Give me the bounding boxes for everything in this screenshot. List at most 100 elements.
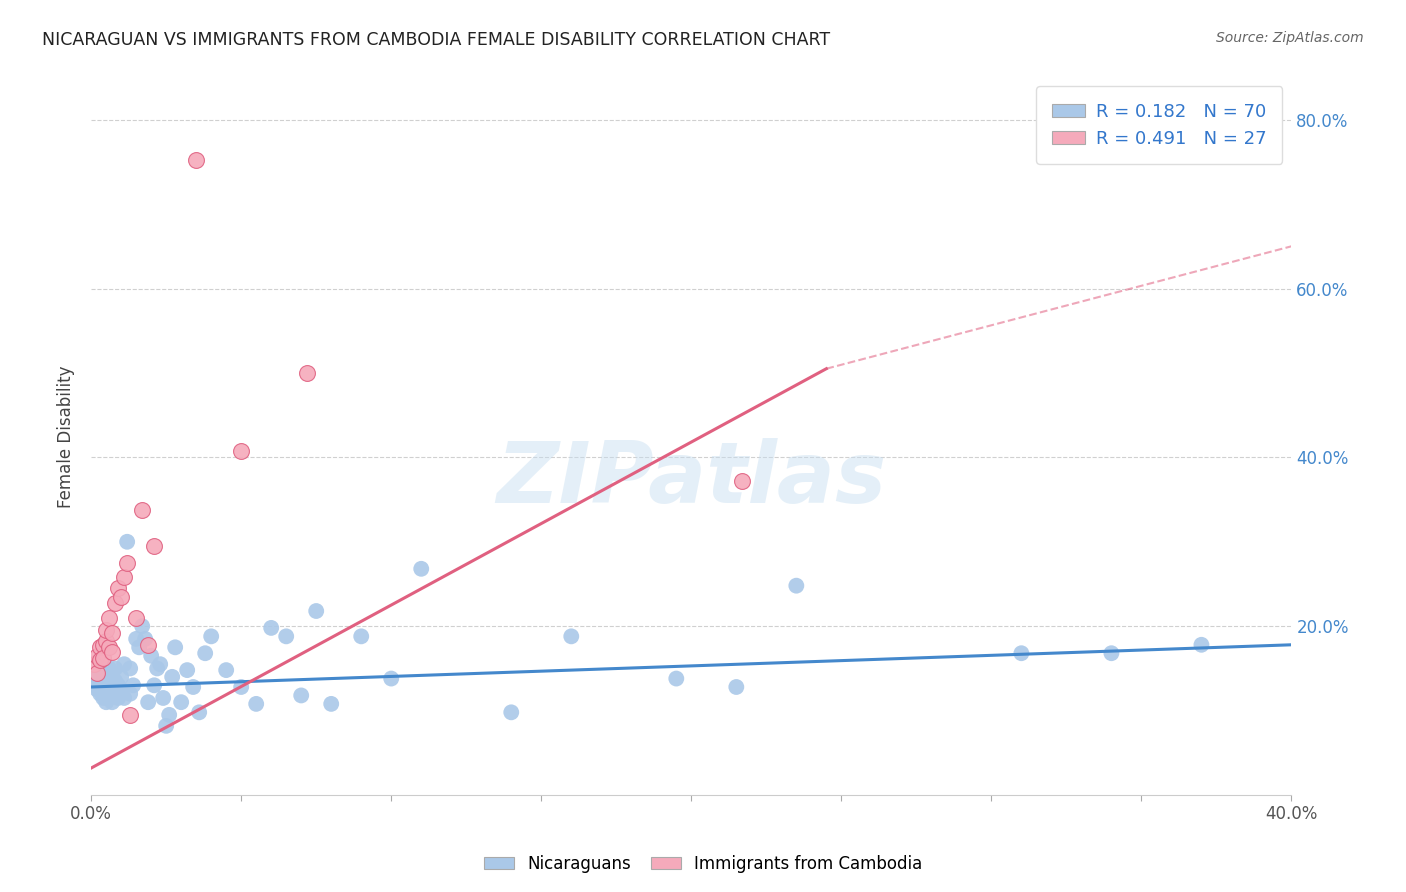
Point	[110, 682, 132, 697]
Point	[215, 663, 238, 677]
Text: NICARAGUAN VS IMMIGRANTS FROM CAMBODIA FEMALE DISABILITY CORRELATION CHART: NICARAGUAN VS IMMIGRANTS FROM CAMBODIA F…	[42, 31, 831, 49]
Legend: R = 0.182   N = 70, R = 0.491   N = 27: R = 0.182 N = 70, R = 0.491 N = 27	[1036, 87, 1282, 164]
Point	[143, 539, 166, 553]
Point	[131, 502, 153, 516]
Point	[112, 657, 135, 672]
Point	[89, 674, 111, 689]
Point	[104, 661, 127, 675]
Point	[665, 672, 688, 686]
Point	[245, 697, 267, 711]
Point	[152, 690, 174, 705]
Point	[96, 670, 118, 684]
Point	[112, 570, 135, 584]
Point	[98, 611, 121, 625]
Point	[101, 695, 124, 709]
Point	[115, 556, 138, 570]
Point	[146, 661, 169, 675]
Point	[101, 665, 124, 680]
Point	[91, 690, 114, 705]
Point	[725, 680, 748, 694]
Point	[91, 678, 114, 692]
Point	[107, 690, 129, 705]
Point	[107, 678, 129, 692]
Point	[200, 629, 222, 643]
Point	[305, 604, 328, 618]
Point	[89, 687, 111, 701]
Point	[165, 640, 187, 655]
Point	[96, 624, 118, 638]
Point	[136, 695, 159, 709]
Y-axis label: Female Disability: Female Disability	[58, 365, 75, 508]
Point	[194, 646, 217, 660]
Point	[231, 680, 253, 694]
Point	[120, 661, 142, 675]
Point	[260, 621, 283, 635]
Point	[89, 665, 111, 680]
Point	[107, 581, 129, 595]
Point	[157, 707, 180, 722]
Point	[160, 670, 183, 684]
Point	[91, 661, 114, 675]
Point	[131, 619, 153, 633]
Point	[98, 687, 121, 701]
Point	[91, 651, 114, 665]
Point	[350, 629, 373, 643]
Point	[125, 611, 148, 625]
Point	[1191, 638, 1213, 652]
Point	[104, 687, 127, 701]
Point	[110, 590, 132, 604]
Point	[1099, 646, 1122, 660]
Point	[181, 680, 204, 694]
Text: Source: ZipAtlas.com: Source: ZipAtlas.com	[1216, 31, 1364, 45]
Point	[136, 638, 159, 652]
Point	[120, 687, 142, 701]
Point	[122, 678, 145, 692]
Point	[186, 153, 208, 168]
Point	[128, 640, 150, 655]
Point	[141, 648, 163, 663]
Legend: Nicaraguans, Immigrants from Cambodia: Nicaraguans, Immigrants from Cambodia	[477, 848, 929, 880]
Point	[86, 670, 108, 684]
Point	[134, 632, 156, 646]
Point	[170, 695, 193, 709]
Point	[96, 634, 118, 648]
Point	[411, 562, 433, 576]
Point	[112, 690, 135, 705]
Point	[120, 707, 142, 722]
Point	[149, 657, 172, 672]
Point	[321, 697, 343, 711]
Point	[1010, 646, 1032, 660]
Point	[501, 706, 523, 720]
Point	[91, 638, 114, 652]
Point	[115, 534, 138, 549]
Point	[96, 682, 118, 697]
Point	[104, 596, 127, 610]
Point	[89, 640, 111, 655]
Point	[125, 632, 148, 646]
Point	[86, 665, 108, 680]
Point	[98, 661, 121, 675]
Point	[231, 443, 253, 458]
Point	[295, 366, 318, 380]
Point	[101, 678, 124, 692]
Text: ZIPatlas: ZIPatlas	[496, 438, 886, 521]
Point	[560, 629, 582, 643]
Point	[276, 629, 298, 643]
Point	[101, 644, 124, 658]
Point	[731, 474, 754, 488]
Point	[86, 648, 108, 663]
Point	[143, 678, 166, 692]
Point	[785, 579, 807, 593]
Point	[290, 689, 312, 703]
Point	[104, 674, 127, 689]
Point	[83, 678, 105, 692]
Point	[101, 626, 124, 640]
Point	[89, 653, 111, 667]
Point	[110, 670, 132, 684]
Point	[98, 674, 121, 689]
Point	[98, 640, 121, 655]
Point	[86, 682, 108, 697]
Point	[96, 695, 118, 709]
Point	[188, 706, 211, 720]
Point	[155, 719, 177, 733]
